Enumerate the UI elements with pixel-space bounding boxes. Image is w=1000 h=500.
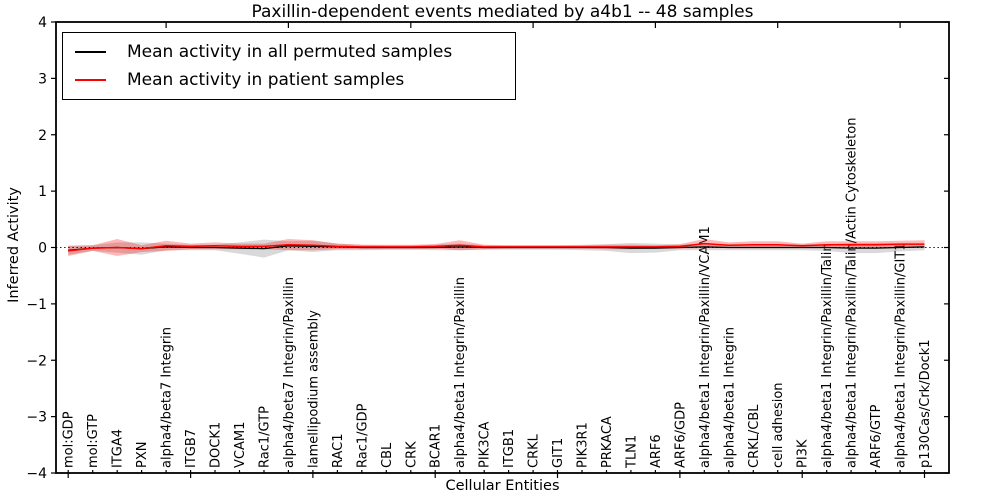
x-tick-label: p130Cas/Crk/Dock1 <box>918 339 933 468</box>
x-tick-label: VCAM1 <box>233 422 248 468</box>
x-tick-label: mol:GTP <box>86 414 101 468</box>
legend-label-patient: Mean activity in patient samples <box>127 70 405 90</box>
x-tick-label: Rac1/GTP <box>257 406 272 468</box>
y-tick-label: −1 <box>26 297 47 313</box>
y-tick-labels: 4 3 2 1 0 −1 −2 −3 −4 <box>26 15 47 482</box>
x-tick-label: alpha4/beta1 Integrin/Paxillin/GIT1 <box>894 242 909 468</box>
x-tick-label: ITGB1 <box>502 429 517 468</box>
x-tick-label: PRKACA <box>600 416 615 468</box>
x-tick-label: DOCK1 <box>209 422 224 468</box>
y-tick-label: −2 <box>26 353 47 369</box>
y-tick-label: 2 <box>38 128 47 144</box>
x-tick-label: RAC1 <box>331 433 346 468</box>
x-tick-label: alpha4/beta7 Integrin <box>160 327 175 468</box>
x-tick-label: CBL <box>380 442 395 468</box>
x-tick-label: ARF6/GTP <box>869 404 884 468</box>
x-tick-label: ITGB7 <box>184 429 199 468</box>
x-tick-label: PIK3CA <box>478 421 493 468</box>
y-tick-label: −3 <box>26 410 47 426</box>
y-tick-label: −4 <box>26 466 47 482</box>
x-tick-label: BCAR1 <box>429 424 444 468</box>
x-tick-label: PI3K <box>796 439 811 468</box>
legend-line-sample-patient <box>75 79 106 81</box>
line-patient-mean <box>68 242 925 252</box>
legend-item-permuted: Mean activity in all permuted samples <box>63 38 515 66</box>
y-tick-label: 3 <box>38 71 47 87</box>
y-axis-label: Inferred Activity <box>6 187 22 303</box>
x-tick-label: alpha4/beta1 Integrin <box>722 327 737 468</box>
x-tick-label: ARF6/GDP <box>673 402 688 468</box>
x-tick-label: alpha4/beta1 Integrin/Paxillin/Talin <box>820 243 835 468</box>
plot-frame <box>55 21 950 474</box>
x-tick-label: alpha4/beta1 Integrin/Paxillin/Talin/Act… <box>845 118 860 468</box>
legend-item-patient: Mean activity in patient samples <box>63 66 515 94</box>
legend: Mean activity in all permuted samples Me… <box>62 32 516 100</box>
legend-label-permuted: Mean activity in all permuted samples <box>127 42 453 62</box>
y-tick-label: 1 <box>38 184 47 200</box>
x-tick-label: CRKL/CBL <box>747 404 762 468</box>
x-tick-labels: mol:GDP mol:GTP ITGA4 PXN alpha4/beta7 Integ… <box>62 118 933 469</box>
x-tick-label: CRK <box>404 441 419 468</box>
y-tick-label: 4 <box>38 15 47 31</box>
x-axis-label: Cellular Entities <box>445 478 560 494</box>
x-tick-label: alpha4/beta1 Integrin/Paxillin <box>453 277 468 468</box>
x-tick-label: PIK3R1 <box>576 422 591 468</box>
x-tick-label: lamellipodium assembly <box>306 310 321 468</box>
x-tick-label: ARF6 <box>649 434 664 468</box>
x-tick-label: GIT1 <box>551 438 566 468</box>
chart-title: Paxillin-dependent events mediated by a4… <box>251 2 754 22</box>
x-tick-label: PXN <box>135 442 150 468</box>
x-tick-label: TLN1 <box>624 435 639 469</box>
x-tick-label: Rac1/GDP <box>355 403 370 468</box>
x-tick-label: cell adhesion <box>771 382 786 468</box>
x-tick-label: alpha4/beta7 Integrin/Paxillin <box>282 277 297 468</box>
y-tick-label: 0 <box>38 241 47 257</box>
legend-line-sample-permuted <box>75 51 106 53</box>
x-tick-label: mol:GDP <box>62 411 77 468</box>
x-tick-label: alpha4/beta1 Integrin/Paxillin/VCAM1 <box>698 226 713 468</box>
x-tick-label: ITGA4 <box>111 429 126 468</box>
x-tick-label: CRKL <box>527 433 542 468</box>
